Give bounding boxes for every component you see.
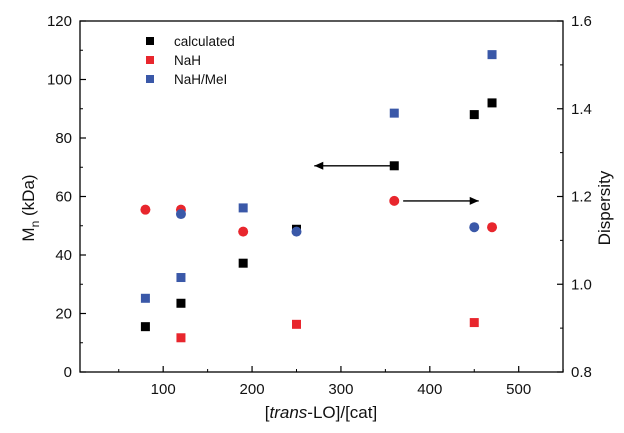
- point-nah-mei: [487, 50, 497, 60]
- arrow-left-head: [314, 161, 324, 170]
- point-nah: [176, 333, 186, 343]
- y-tick-label: 100: [47, 72, 72, 89]
- y-axis-title: Mn (kDa): [19, 174, 42, 241]
- dispersity-point: [140, 204, 151, 215]
- y2-tick-label: 0.8: [571, 364, 592, 381]
- x-tick-label: 300: [328, 381, 353, 398]
- point-calculated: [469, 110, 479, 120]
- point-nah-mei: [140, 293, 150, 303]
- x-tick-label: 200: [240, 381, 265, 398]
- point-nah-mei: [176, 273, 186, 283]
- dispersity-point: [487, 222, 498, 233]
- y-tick-label: 0: [64, 364, 72, 381]
- annotation-arrows: [314, 161, 479, 205]
- arrow-right-head: [469, 196, 479, 205]
- y2-tick-label: 1.4: [571, 101, 592, 118]
- y-tick-label: 20: [55, 306, 72, 323]
- point-nah: [292, 319, 301, 329]
- y-tick-label: 120: [47, 13, 72, 30]
- x-tick-label: 500: [506, 381, 531, 398]
- legend-label: NaH/MeI: [174, 72, 227, 87]
- tick-labels: 100 200 300 400 500 0 20 40 60 80 100 120 0.8 1.0 1.2 1…: [47, 13, 592, 398]
- point-nah-mei: [389, 108, 399, 118]
- point-calculated: [389, 161, 399, 171]
- legend: calculated NaH NaH/MeI: [146, 34, 235, 87]
- y-tick-label: 60: [55, 189, 72, 206]
- x-tick-label: 100: [151, 381, 176, 398]
- legend-marker: [146, 75, 154, 83]
- dispersity-point: [389, 195, 400, 206]
- legend-marker: [146, 37, 154, 45]
- legend-label: NaH: [174, 53, 201, 68]
- y2-tick-label: 1.0: [571, 276, 592, 293]
- legend-marker: [146, 56, 154, 64]
- x-tick-label: 400: [417, 381, 442, 398]
- y-tick-label: 80: [55, 130, 72, 147]
- x-axis-title: [trans-LO]/[cat]: [265, 403, 377, 422]
- axis-ticks: [80, 20, 564, 373]
- y-tick-label: 40: [55, 247, 72, 264]
- y2-axis-title: Dispersity: [595, 170, 614, 245]
- data-points: [140, 50, 498, 343]
- point-calculated: [238, 258, 248, 268]
- point-calculated: [176, 298, 186, 308]
- dispersity-point: [238, 226, 249, 237]
- plot-frame: [79, 20, 564, 373]
- y2-tick-label: 1.2: [571, 189, 592, 206]
- legend-label: calculated: [174, 34, 235, 49]
- plot-area-border: [79, 20, 564, 373]
- point-nah-mei: [238, 203, 248, 213]
- point-nah: [469, 318, 479, 328]
- y2-tick-label: 1.6: [571, 13, 592, 30]
- dispersity-point: [175, 209, 186, 220]
- point-calculated: [487, 98, 497, 108]
- point-calculated: [140, 322, 150, 332]
- dispersity-point: [469, 222, 480, 233]
- dispersity-point: [291, 226, 302, 237]
